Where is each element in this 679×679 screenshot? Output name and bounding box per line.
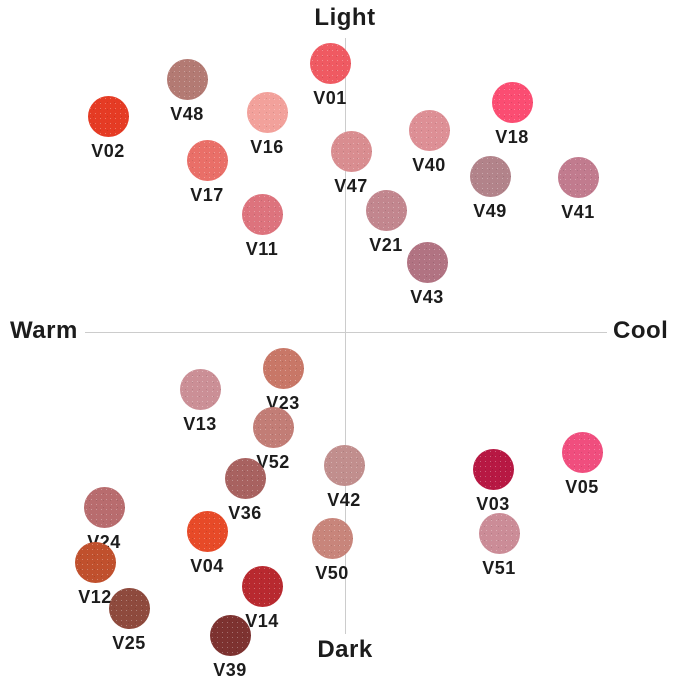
swatch-label-v36: V36: [228, 502, 262, 523]
swatch-circle-v03: [472, 448, 514, 490]
swatch-label-v52: V52: [256, 451, 290, 472]
swatch-label-v18: V18: [495, 126, 529, 147]
swatch-label-v42: V42: [327, 489, 361, 510]
axis-label-cool: Cool: [613, 316, 669, 344]
vertical-axis-line: [345, 38, 346, 634]
swatch-label-v40: V40: [412, 154, 446, 175]
swatch-circle-v40: [408, 109, 450, 151]
swatch-label-v13: V13: [183, 413, 217, 434]
swatch-label-v51: V51: [482, 557, 516, 578]
swatch-circle-v24: [83, 486, 125, 528]
swatch-label-v17: V17: [190, 184, 224, 205]
swatch-circle-v02: [87, 95, 129, 137]
swatch-label-v02: V02: [91, 140, 125, 161]
swatch-label-v03: V03: [476, 493, 510, 514]
swatch-label-v47: V47: [334, 175, 368, 196]
swatch-label-v11: V11: [245, 238, 279, 259]
swatch-circle-v21: [365, 189, 407, 231]
swatch-circle-v43: [406, 241, 448, 283]
horizontal-axis-line: [85, 332, 607, 333]
swatch-label-v01: V01: [313, 87, 347, 108]
swatch-label-v16: V16: [250, 136, 284, 157]
swatch-label-v04: V04: [190, 555, 224, 576]
swatch-label-v43: V43: [410, 286, 444, 307]
axis-label-light: Light: [314, 4, 376, 31]
swatch-circle-v48: [166, 58, 208, 100]
swatch-label-v50: V50: [315, 562, 349, 583]
swatch-circle-v13: [179, 368, 221, 410]
swatch-circle-v14: [241, 565, 283, 607]
swatch-circle-v11: [241, 193, 283, 235]
swatch-circle-v23: [262, 347, 304, 389]
swatch-label-v25: V25: [112, 632, 146, 653]
swatch-label-v14: V14: [245, 610, 279, 631]
swatch-circle-v50: [311, 517, 353, 559]
swatch-label-v21: V21: [369, 234, 403, 255]
axis-label-warm: Warm: [10, 316, 78, 344]
swatch-circle-v12: [74, 541, 116, 583]
swatch-label-v05: V05: [565, 476, 599, 497]
swatch-circle-v16: [246, 91, 288, 133]
swatch-label-v41: V41: [561, 201, 595, 222]
swatch-circle-v01: [309, 42, 351, 84]
swatch-circle-v47: [330, 130, 372, 172]
swatch-label-v48: V48: [170, 103, 204, 124]
swatch-label-v39: V39: [213, 659, 247, 679]
swatch-circle-v05: [561, 431, 603, 473]
swatch-circle-v39: [209, 614, 251, 656]
swatch-circle-v36: [224, 457, 266, 499]
swatch-circle-v51: [478, 512, 520, 554]
swatch-label-v12: V12: [78, 586, 112, 607]
swatch-circle-v17: [186, 139, 228, 181]
axis-label-dark: Dark: [317, 636, 373, 663]
swatch-circle-v42: [323, 444, 365, 486]
swatch-circle-v25: [108, 587, 150, 629]
swatch-circle-v49: [469, 155, 511, 197]
swatch-label-v49: V49: [473, 200, 507, 221]
swatch-circle-v52: [252, 406, 294, 448]
swatch-circle-v04: [186, 510, 228, 552]
swatch-circle-v18: [491, 81, 533, 123]
swatch-circle-v41: [557, 156, 599, 198]
